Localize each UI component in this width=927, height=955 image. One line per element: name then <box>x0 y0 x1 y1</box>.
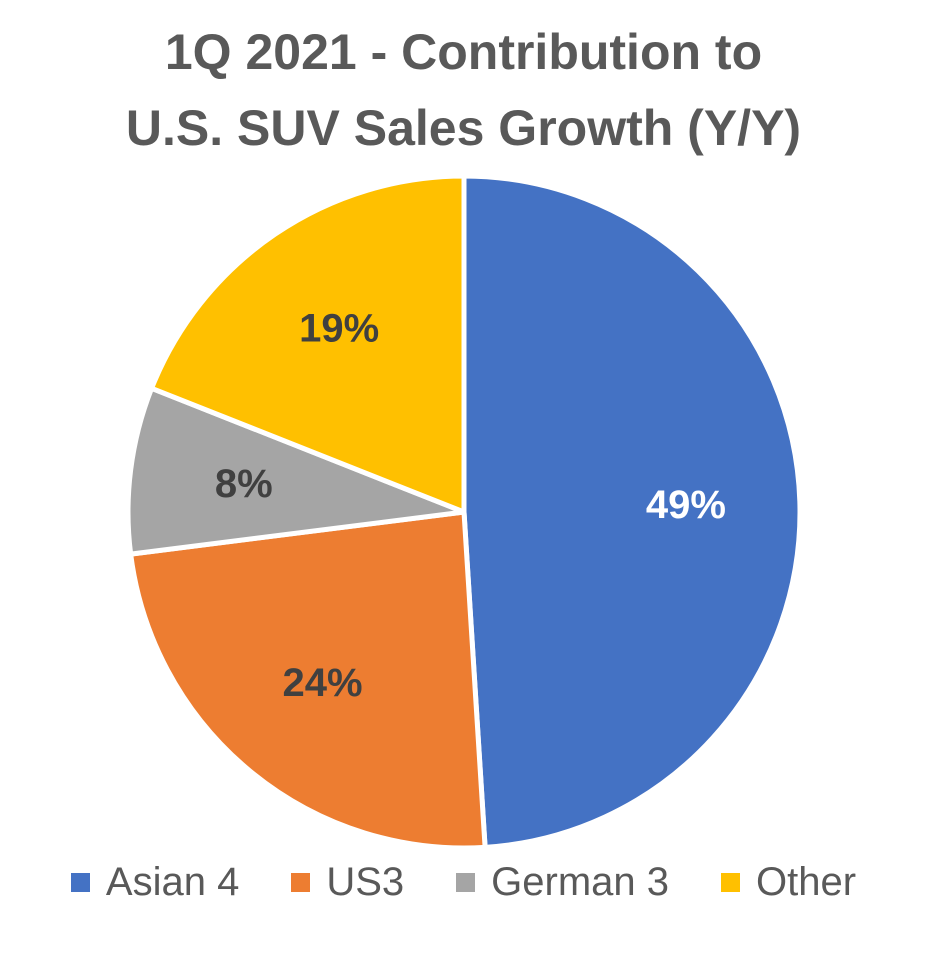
legend-swatch <box>721 872 741 892</box>
pie-data-labels: 49% 24% 8% 19% <box>215 306 726 705</box>
legend-item-other: Other <box>721 860 856 905</box>
chart-title-line-2: U.S. SUV Sales Growth (Y/Y) <box>125 100 802 156</box>
legend-swatch <box>70 872 90 892</box>
chart-legend: Asian 4 US3 German 3 Other <box>0 852 927 912</box>
pie-slice-other <box>149 173 467 515</box>
pie-slice-german-3 <box>125 385 467 557</box>
legend-swatch <box>456 872 476 892</box>
legend-item-asian-4: Asian 4 <box>70 859 240 905</box>
data-label-other: 19% <box>299 306 379 350</box>
legend-swatch <box>291 872 311 892</box>
chart-title: 1Q 2021 - Contribution to U.S. SUV Sales… <box>0 14 927 166</box>
legend-item-us3: US3 <box>291 860 404 905</box>
legend-item-german-3: German 3 <box>456 860 669 905</box>
legend-label: Asian 4 <box>105 859 240 904</box>
data-label-us3: 24% <box>282 661 362 705</box>
pie-slices <box>125 173 803 851</box>
data-label-asian-4: 49% <box>646 483 726 527</box>
legend-label: German 3 <box>491 859 670 904</box>
legend-label: US3 <box>326 859 405 904</box>
legend-label: Other <box>756 859 857 904</box>
data-label-german-3: 8% <box>215 462 273 506</box>
pie-slice-us3 <box>128 509 488 851</box>
chart-title-line-1: 1Q 2021 - Contribution to <box>164 24 763 80</box>
pie-slice-asian-4 <box>461 173 803 850</box>
